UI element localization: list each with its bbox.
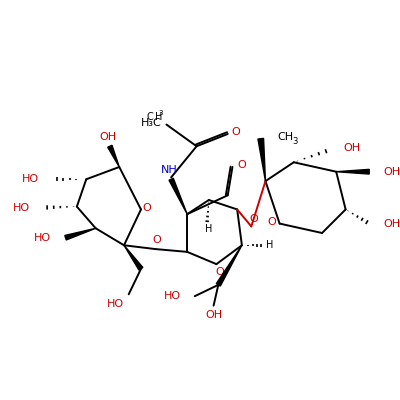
Text: C: C: [146, 112, 153, 122]
Text: HO: HO: [22, 174, 39, 184]
Text: O: O: [153, 235, 161, 245]
Text: 3: 3: [292, 137, 297, 146]
Text: OH: OH: [383, 218, 400, 228]
Text: HO: HO: [34, 233, 51, 243]
Text: HO: HO: [164, 291, 180, 301]
Text: H: H: [155, 112, 163, 122]
Text: NH: NH: [161, 165, 178, 175]
Polygon shape: [258, 138, 266, 181]
Text: OH: OH: [99, 132, 116, 142]
Text: CH: CH: [278, 132, 294, 142]
Text: H: H: [266, 240, 273, 250]
Text: H₃C: H₃C: [141, 118, 162, 128]
Text: O: O: [268, 217, 276, 227]
Text: H: H: [205, 224, 212, 234]
Polygon shape: [169, 178, 187, 214]
Text: 3: 3: [158, 110, 163, 116]
Text: O: O: [142, 202, 151, 212]
Polygon shape: [216, 245, 242, 286]
Polygon shape: [108, 145, 119, 167]
Polygon shape: [336, 169, 369, 174]
Polygon shape: [124, 245, 143, 270]
Text: OH: OH: [383, 167, 400, 177]
Text: OH: OH: [344, 143, 361, 153]
Text: O: O: [231, 127, 240, 137]
Polygon shape: [65, 228, 96, 240]
Text: OH: OH: [205, 310, 222, 320]
Text: O: O: [250, 214, 258, 224]
Text: HO: HO: [107, 299, 124, 309]
Text: HO: HO: [12, 202, 30, 212]
Text: O: O: [216, 267, 224, 277]
Text: O: O: [238, 160, 246, 170]
